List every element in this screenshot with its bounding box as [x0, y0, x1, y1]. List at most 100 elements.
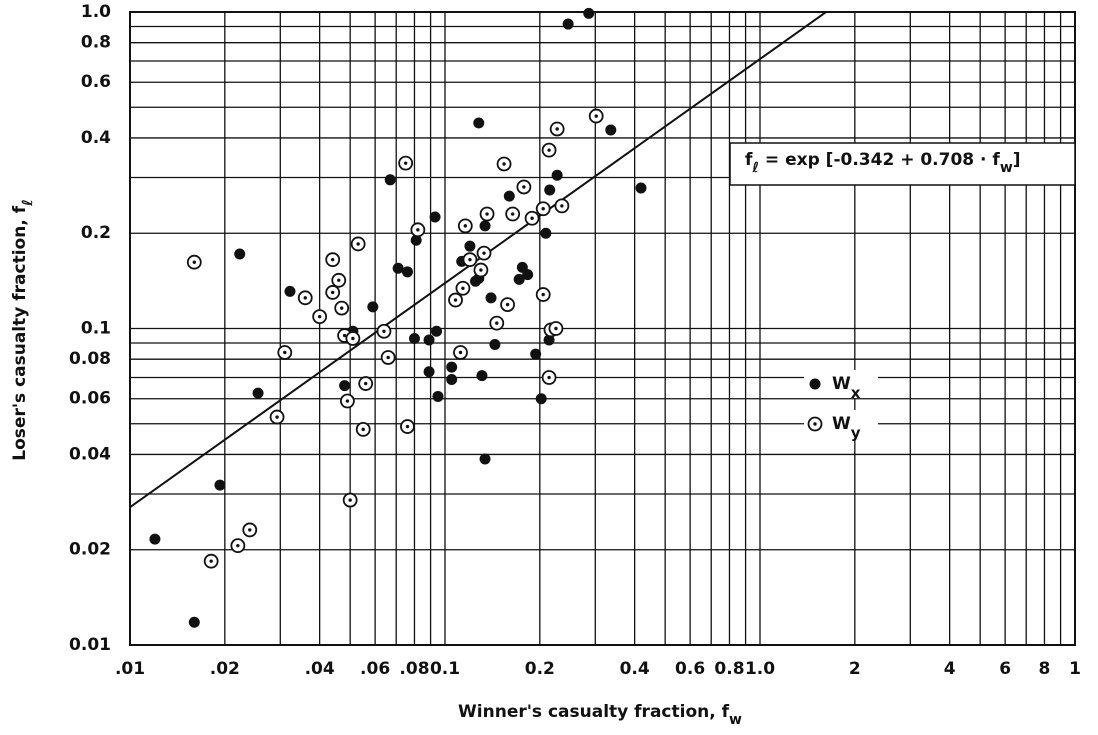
point — [408, 332, 420, 344]
point — [277, 345, 293, 360]
point — [269, 409, 285, 425]
x-tick-label: .01 — [115, 659, 145, 679]
point — [350, 236, 366, 252]
open-dot — [303, 296, 307, 300]
y-axis-label: Loser's casualty fraction, fℓ — [10, 199, 36, 460]
point — [479, 220, 491, 232]
x-tick-label: 0.1 — [430, 659, 460, 679]
open-dot — [248, 528, 252, 532]
open-dot — [541, 207, 545, 211]
open-dot — [348, 498, 352, 502]
point — [549, 121, 565, 137]
x-axis-label: Winner's casualty fraction, fw — [458, 702, 742, 728]
x-tick-label: 0.8 — [714, 659, 744, 679]
x-tick-label: .02 — [210, 659, 240, 679]
open-dot — [510, 212, 515, 216]
point — [503, 190, 515, 202]
legend-label: Wy — [832, 414, 861, 442]
open-dot — [236, 543, 240, 548]
point — [325, 252, 341, 268]
point — [476, 370, 488, 382]
point — [376, 323, 392, 339]
plot-frame — [129, 11, 1076, 646]
open-dot — [403, 161, 408, 165]
open-dot — [468, 257, 472, 262]
point — [342, 492, 358, 508]
point — [331, 272, 347, 288]
point — [230, 538, 246, 554]
point — [505, 206, 521, 222]
equation-part: f — [745, 150, 753, 170]
open-dot — [560, 204, 564, 208]
y-tick-label: 0.4 — [81, 128, 111, 148]
equation-part: = exp [-0.342 + 0.708 · f — [759, 150, 1000, 170]
x-tick-label: .08 — [399, 659, 429, 679]
open-dot — [209, 559, 213, 563]
point — [149, 533, 161, 545]
point — [551, 169, 563, 181]
point — [297, 290, 313, 306]
open-dot — [283, 350, 287, 355]
open-dot — [479, 268, 483, 272]
point — [339, 380, 351, 392]
point — [524, 210, 540, 226]
y-tick-label: 0.06 — [69, 389, 111, 409]
x-tick-label: 1 — [1069, 659, 1081, 679]
point — [401, 266, 413, 278]
point — [431, 325, 443, 337]
open-dot — [386, 355, 390, 360]
open-dot — [463, 224, 468, 228]
point — [522, 269, 534, 281]
point — [462, 252, 478, 268]
open-dot — [461, 286, 465, 290]
legend-sub: y — [851, 424, 861, 442]
point — [446, 361, 458, 373]
point — [496, 156, 512, 172]
y-tick-label: 1.0 — [81, 2, 111, 22]
point — [473, 117, 485, 129]
point — [500, 297, 515, 312]
open-dot — [275, 415, 279, 419]
open-dot — [330, 290, 335, 295]
legend-sub: x — [851, 384, 861, 402]
equation-sub: w — [1000, 160, 1013, 176]
x-axis-label-sub: w — [729, 712, 742, 728]
x-tick-label: 0.6 — [675, 659, 705, 679]
open-dot — [554, 326, 558, 331]
open-dot — [502, 162, 506, 166]
x-tick-label: 4 — [944, 659, 956, 679]
open-dot — [192, 260, 196, 264]
point — [252, 387, 264, 399]
open-dot — [337, 278, 341, 283]
x-tick-label: 8 — [1039, 659, 1051, 679]
open-dot — [555, 127, 559, 131]
point — [392, 262, 404, 274]
point — [340, 393, 355, 409]
point — [605, 124, 617, 136]
point — [312, 309, 328, 325]
legend-label: Wx — [832, 374, 861, 402]
point — [410, 234, 422, 246]
open-dot — [594, 114, 598, 118]
point — [554, 198, 570, 214]
open-dot — [458, 350, 463, 355]
x-axis-label-text: Winner's casualty fraction, f — [458, 702, 730, 722]
x-tick-label: .06 — [360, 659, 390, 679]
point — [400, 419, 415, 434]
point — [473, 262, 489, 278]
y-tick-label: 0.6 — [81, 72, 111, 92]
grid — [129, 11, 1076, 646]
point — [367, 301, 379, 313]
open-dot — [345, 399, 350, 403]
open-dot — [530, 216, 534, 220]
point — [188, 616, 200, 628]
equation-part: ] — [1013, 150, 1021, 170]
open-dot — [317, 314, 322, 319]
labels: .01.02.04.06.08 0.1 0.2 0.4 0.6 0.8 1.0 2 4 6 8 10.… — [69, 2, 1081, 679]
point — [398, 155, 414, 171]
equation-box — [729, 142, 1076, 186]
x-tick-label: 1.0 — [745, 659, 775, 679]
x-tick-label: 0.4 — [620, 659, 650, 679]
x-tick-label: 6 — [999, 659, 1011, 679]
